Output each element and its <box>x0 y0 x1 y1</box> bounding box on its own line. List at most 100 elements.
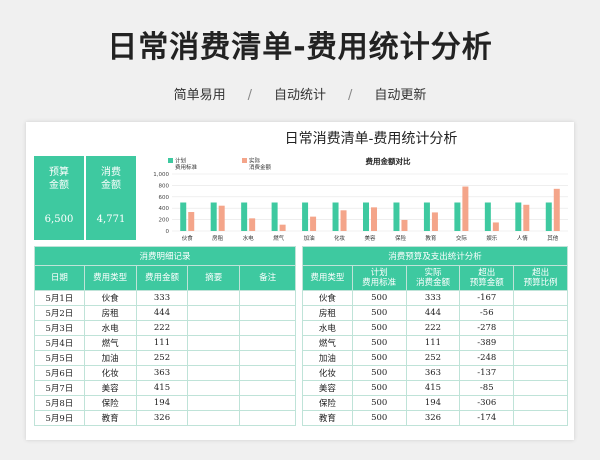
detail-cell[interactable]: 5月9日 <box>34 410 85 426</box>
summary-cell[interactable]: 363 <box>405 365 461 381</box>
summary-cell[interactable]: 保险 <box>302 395 353 411</box>
detail-cell[interactable] <box>187 395 241 411</box>
detail-cell[interactable]: 加油 <box>83 350 137 366</box>
detail-cell[interactable]: 美容 <box>83 380 137 396</box>
summary-cell[interactable]: 燃气 <box>302 335 353 351</box>
detail-cell[interactable]: 水电 <box>83 320 137 336</box>
summary-cell[interactable]: 326 <box>405 410 461 426</box>
x-tick-label: 交际 <box>456 234 468 242</box>
summary-cell[interactable]: 444 <box>405 305 461 321</box>
summary-cell[interactable]: 500 <box>351 305 407 321</box>
detail-cell[interactable]: 326 <box>135 410 189 426</box>
detail-cell[interactable] <box>239 350 296 366</box>
detail-cell[interactable] <box>187 305 241 321</box>
summary-cell[interactable]: -389 <box>459 335 515 351</box>
detail-cell[interactable] <box>239 365 296 381</box>
summary-cell[interactable]: -137 <box>459 365 515 381</box>
summary-cell[interactable]: 水电 <box>302 320 353 336</box>
summary-cell[interactable] <box>513 365 568 381</box>
summary-cell[interactable]: 美容 <box>302 380 353 396</box>
summary-cell[interactable] <box>513 350 568 366</box>
summary-cell[interactable]: -174 <box>459 410 515 426</box>
summary-cell[interactable] <box>513 335 568 351</box>
summary-cell[interactable]: 333 <box>405 290 461 306</box>
bar-plan <box>363 202 369 231</box>
summary-cell[interactable]: -56 <box>459 305 515 321</box>
summary-cell[interactable] <box>513 395 568 411</box>
summary-cell[interactable]: 415 <box>405 380 461 396</box>
detail-cell[interactable] <box>187 380 241 396</box>
detail-cell[interactable]: 5月6日 <box>34 365 85 381</box>
bar-plan <box>302 202 309 231</box>
summary-cell[interactable]: 500 <box>351 410 407 426</box>
summary-cell[interactable]: -167 <box>459 290 515 306</box>
summary-cell[interactable]: 194 <box>405 395 461 411</box>
summary-cell[interactable]: 化妆 <box>302 365 353 381</box>
detail-cell[interactable]: 363 <box>135 365 189 381</box>
detail-cell[interactable]: 333 <box>135 290 189 306</box>
summary-cell[interactable] <box>513 305 568 321</box>
detail-cell[interactable] <box>239 305 296 321</box>
summary-cell[interactable]: 500 <box>351 335 407 351</box>
summary-cell[interactable]: 加油 <box>302 350 353 366</box>
detail-header-cell: 摘要 <box>187 265 241 291</box>
summary-cell[interactable]: -278 <box>459 320 515 336</box>
x-tick-label: 房租 <box>212 234 224 242</box>
detail-cell[interactable]: 燃气 <box>83 335 137 351</box>
summary-cell[interactable] <box>513 380 568 396</box>
detail-cell[interactable] <box>239 380 296 396</box>
detail-cell[interactable]: 5月1日 <box>34 290 85 306</box>
detail-cell[interactable]: 444 <box>135 305 189 321</box>
detail-cell[interactable] <box>187 335 241 351</box>
detail-cell[interactable]: 伙食 <box>83 290 137 306</box>
summary-cell[interactable]: 111 <box>405 335 461 351</box>
detail-cell[interactable] <box>239 395 296 411</box>
summary-cell[interactable]: 500 <box>351 320 407 336</box>
detail-cell[interactable] <box>239 290 296 306</box>
detail-cell[interactable] <box>239 320 296 336</box>
summary-header-cell: 计划 费用标准 <box>351 265 407 291</box>
summary-cell[interactable]: 教育 <box>302 410 353 426</box>
detail-cell[interactable]: 5月7日 <box>34 380 85 396</box>
summary-table: 消费预算及支出统计分析 费用类型 计划 费用标准 实际 消费金额 超出 预算金额 超出 … <box>302 246 568 426</box>
detail-cell[interactable] <box>187 410 241 426</box>
detail-cell[interactable]: 111 <box>135 335 189 351</box>
detail-cell[interactable]: 5月2日 <box>34 305 85 321</box>
detail-cell[interactable]: 5月3日 <box>34 320 85 336</box>
detail-cell[interactable] <box>187 290 241 306</box>
detail-cell[interactable] <box>187 320 241 336</box>
detail-cell[interactable]: 194 <box>135 395 189 411</box>
detail-cell[interactable] <box>187 350 241 366</box>
detail-cell[interactable]: 5月4日 <box>34 335 85 351</box>
detail-cell[interactable]: 教育 <box>83 410 137 426</box>
summary-cell[interactable] <box>513 410 568 426</box>
summary-cell[interactable]: 500 <box>351 365 407 381</box>
detail-cell[interactable] <box>187 365 241 381</box>
summary-cell[interactable]: -248 <box>459 350 515 366</box>
detail-cell[interactable]: 化妆 <box>83 365 137 381</box>
summary-cell[interactable]: 500 <box>351 395 407 411</box>
detail-cell[interactable] <box>239 335 296 351</box>
y-tick-label: 800 <box>159 183 170 189</box>
summary-cell[interactable]: -306 <box>459 395 515 411</box>
detail-cell[interactable]: 5月8日 <box>34 395 85 411</box>
detail-row: 5月9日 教育 326 <box>34 410 296 426</box>
summary-cell[interactable]: 500 <box>351 380 407 396</box>
summary-cell[interactable]: 222 <box>405 320 461 336</box>
detail-cell[interactable]: 415 <box>135 380 189 396</box>
summary-cell[interactable] <box>513 320 568 336</box>
summary-cell[interactable] <box>513 290 568 306</box>
detail-cell[interactable]: 保险 <box>83 395 137 411</box>
summary-cell[interactable]: 500 <box>351 350 407 366</box>
detail-cell[interactable] <box>239 410 296 426</box>
detail-cell[interactable]: 5月5日 <box>34 350 85 366</box>
summary-cell[interactable]: 房租 <box>302 305 353 321</box>
legend-label: 消费金额 <box>249 163 272 171</box>
summary-cell[interactable]: 252 <box>405 350 461 366</box>
summary-cell[interactable]: -85 <box>459 380 515 396</box>
summary-cell[interactable]: 伙食 <box>302 290 353 306</box>
detail-cell[interactable]: 房租 <box>83 305 137 321</box>
detail-cell[interactable]: 252 <box>135 350 189 366</box>
detail-cell[interactable]: 222 <box>135 320 189 336</box>
summary-cell[interactable]: 500 <box>351 290 407 306</box>
